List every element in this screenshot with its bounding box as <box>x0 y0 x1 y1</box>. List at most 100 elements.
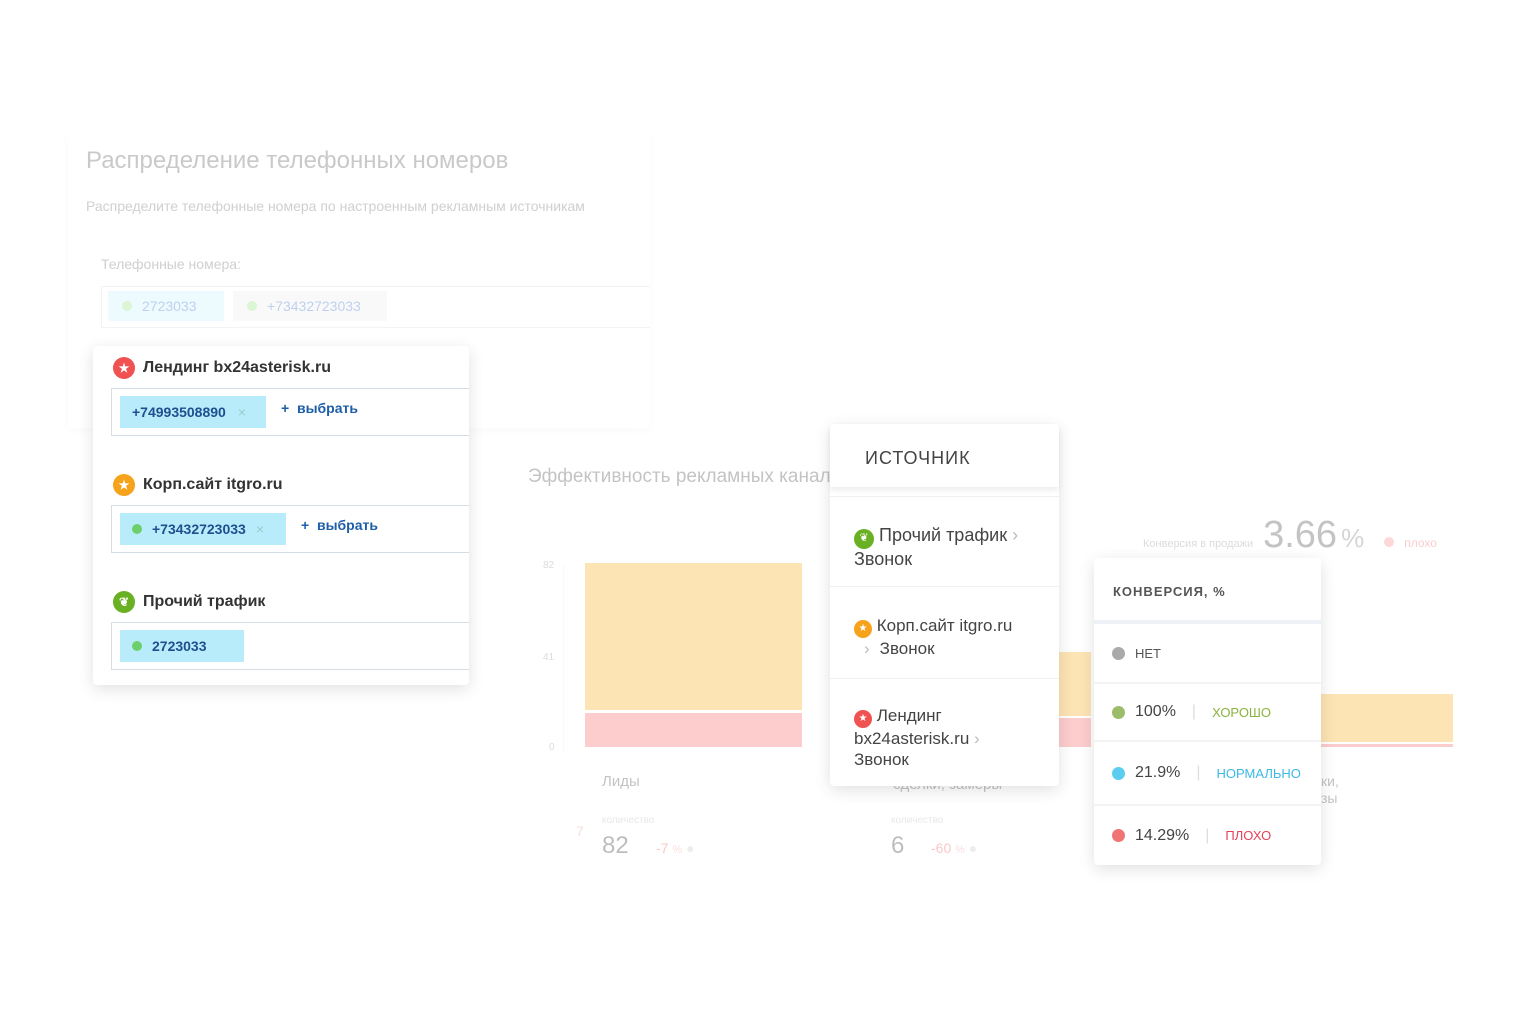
status-dot <box>122 301 132 311</box>
number: +73432723033 <box>152 521 246 537</box>
conversion-value: 100% <box>1135 703 1176 720</box>
header-label: ИСТОЧНИК <box>865 448 971 468</box>
metric-delta: -60 % ● <box>931 840 977 856</box>
delta-value: -7 <box>656 840 669 856</box>
remove-icon[interactable]: × <box>237 404 247 420</box>
metric-value: 6 <box>891 832 905 859</box>
bar <box>1321 694 1453 742</box>
pick-button[interactable]: + выбрать <box>281 400 358 416</box>
conversion-header: КОНВЕРСИЯ, % <box>1113 584 1226 599</box>
conversion-summary: Конверсия в продажи 3.66 % плохо <box>1143 514 1437 557</box>
phone-number: +73432723033 <box>267 298 361 314</box>
leaf-icon: ❦ <box>854 528 874 549</box>
source-event: Звонок <box>879 638 935 658</box>
numbers-field[interactable] <box>111 388 469 436</box>
conversion-status: ПЛОХО <box>1225 828 1272 843</box>
leaf-icon: ❦ <box>113 591 135 613</box>
y-axis <box>563 563 564 753</box>
bar <box>585 563 802 710</box>
source-name: Корп.сайт itgro.ru <box>876 616 1013 635</box>
status-dot <box>1112 705 1125 719</box>
metric-caption: количество <box>602 815 655 826</box>
source-name: Прочий трафик <box>143 593 266 610</box>
phone-chip[interactable]: 2723033 <box>108 291 224 321</box>
source-title: ★ Корп.сайт itgro.ru <box>113 474 283 496</box>
number: +74993508890 <box>132 404 226 420</box>
source-name: Прочий трафик <box>879 525 1008 545</box>
delta-value: -60 <box>931 840 952 856</box>
source-event: Звонок <box>854 548 913 569</box>
source-item[interactable]: ★ Лендинг bx24asterisk.ru › Звонок <box>830 678 1059 786</box>
metric-delta: -7 % ● <box>656 840 694 856</box>
source-item[interactable]: ★ Корп.сайт itgro.ru › Звонок <box>830 586 1059 678</box>
y-tick: 0 <box>549 742 555 753</box>
conversion-value: 3.66 <box>1263 514 1338 556</box>
y-tick: 41 <box>543 652 555 663</box>
metric-value: 82 <box>602 832 629 859</box>
phone-number: 2723033 <box>142 298 197 314</box>
conversion-status: плохо <box>1404 536 1437 550</box>
source-name: Лендинг <box>876 706 942 725</box>
chevron-right-icon: › <box>1012 525 1019 545</box>
conversion-status: НОРМАЛЬНО <box>1216 765 1301 781</box>
status-dot <box>1384 537 1395 547</box>
star-icon: ★ <box>854 709 872 728</box>
source-domain: bx24asterisk.ru <box>854 728 970 748</box>
remove-icon[interactable]: × <box>255 521 265 537</box>
number: 2723033 <box>152 638 207 654</box>
phones-field[interactable] <box>101 286 650 328</box>
status-dot <box>132 641 142 651</box>
number-tag: 2723033 <box>120 630 244 662</box>
star-icon: ★ <box>854 619 872 638</box>
pick-button[interactable]: + выбрать <box>301 517 378 533</box>
star-icon: ★ <box>113 357 135 379</box>
source-item[interactable]: ❦ Прочий трафик › Звонок <box>830 496 1059 586</box>
bar <box>1321 744 1453 747</box>
help-icon[interactable]: ● <box>968 840 978 856</box>
source-name: Лендинг bx24asterisk.ru <box>143 359 331 376</box>
status-dot <box>1112 766 1125 780</box>
plus-icon: + <box>281 400 290 416</box>
delta-unit: % <box>955 844 965 856</box>
numbers-field[interactable] <box>111 505 469 553</box>
conversion-row[interactable]: 21.9% | НОРМАЛЬНО <box>1094 740 1321 804</box>
conversion-value: 14.29% <box>1135 826 1190 844</box>
conversion-unit: % <box>1341 523 1365 553</box>
conversion-label: Конверсия в продажи <box>1143 538 1254 550</box>
bar <box>1059 718 1091 747</box>
help-icon[interactable]: ● <box>686 840 695 856</box>
numbers-field[interactable] <box>111 622 469 670</box>
status-dot <box>247 301 257 311</box>
conversion-value: 21.9% <box>1135 764 1181 781</box>
number-tag: +74993508890 × <box>120 396 266 428</box>
partial-value: 7 <box>576 823 584 839</box>
metric-caption: количество <box>891 815 944 826</box>
distribution-title: Распределение телефонных номеров <box>86 147 509 174</box>
chevron-right-icon: › <box>974 728 980 748</box>
source-header: ИСТОЧНИК <box>830 424 1059 487</box>
delta-unit: % <box>672 844 683 856</box>
conversion-row[interactable]: НЕТ <box>1094 620 1321 682</box>
plus-icon: + <box>301 517 310 533</box>
source-title: ❦ Прочий трафик <box>113 591 265 613</box>
status-dot <box>1112 646 1125 660</box>
source-title: ★ Лендинг bx24asterisk.ru <box>113 357 331 379</box>
bar <box>585 713 802 747</box>
conversion-status: ХОРОШО <box>1212 704 1271 720</box>
conversion-popup: КОНВЕРСИЯ, % НЕТ 100% | ХОРОШО 21.9% | НОРМА… <box>1094 558 1321 865</box>
partial-label: ки, <box>1321 773 1339 789</box>
source-event: Звонок <box>854 749 909 769</box>
chevron-right-icon: › <box>864 638 870 658</box>
phones-label: Телефонные номера: <box>101 256 241 272</box>
distribution-subtitle: Распределите телефонные номера по настро… <box>86 198 585 214</box>
star-icon: ★ <box>113 474 135 496</box>
conversion-row[interactable]: 14.29% | ПЛОХО <box>1094 804 1321 865</box>
bar <box>1059 652 1091 716</box>
phone-chip[interactable]: +73432723033 <box>233 291 387 321</box>
status-dot <box>132 524 142 534</box>
number-tag: +73432723033 × <box>120 513 286 545</box>
bar-label: Лиды <box>602 773 640 790</box>
status-dot <box>1112 829 1125 842</box>
sources-card: ★ Лендинг bx24asterisk.ru +74993508890 × +… <box>93 346 469 685</box>
conversion-row[interactable]: 100% | ХОРОШО <box>1094 682 1321 740</box>
